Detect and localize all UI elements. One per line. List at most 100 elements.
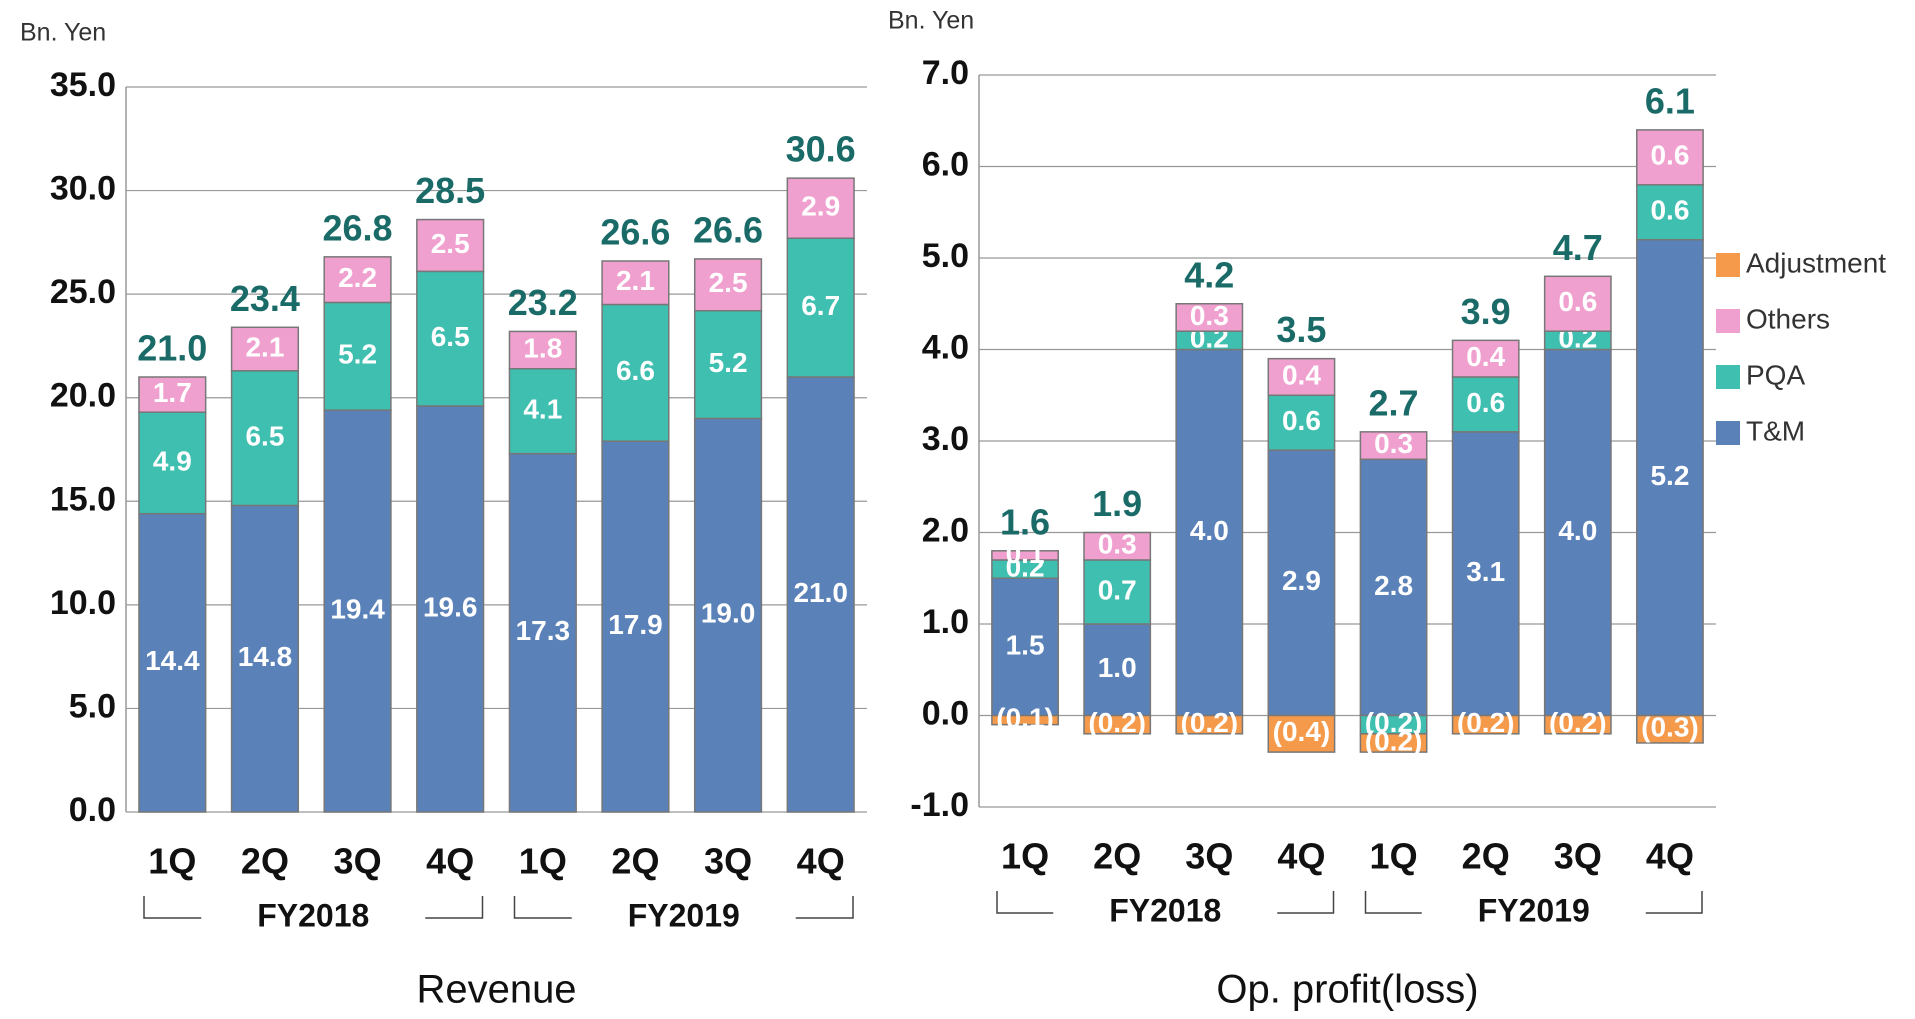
group-bracket	[143, 896, 484, 919]
y-tick-label: 6.0	[922, 145, 969, 183]
bar-segment	[1451, 376, 1520, 433]
y-tick-label: 2.0	[922, 511, 969, 549]
segment-label: (0.2)	[1088, 707, 1146, 738]
total-label: 28.5	[415, 170, 485, 211]
legend-label: T&M	[1746, 415, 1805, 446]
segment-label: 4.1	[523, 394, 562, 425]
segment-label: (0.2)	[1457, 707, 1515, 738]
segment-label: (0.2)	[1365, 707, 1423, 738]
x-tick-label: 2Q	[1093, 836, 1141, 877]
total-label: 3.5	[1276, 309, 1326, 350]
bar-segment	[1543, 348, 1612, 717]
segment-label: 19.4	[330, 593, 385, 624]
bar-segment	[230, 504, 300, 813]
bar-segment	[1636, 714, 1704, 744]
segment-label: (0.4)	[1273, 716, 1331, 747]
segment-label: 6.6	[616, 355, 655, 386]
segment-label: 2.1	[616, 265, 655, 296]
segment-label: 14.4	[145, 645, 200, 676]
bar-segment	[991, 550, 1059, 561]
bar-segment	[1267, 394, 1336, 451]
bar-segment	[508, 452, 577, 813]
x-tick-label: 3Q	[704, 841, 752, 882]
segment-label: 4.9	[153, 445, 192, 476]
segment-label: 17.3	[516, 615, 571, 646]
bar-segment	[1267, 714, 1336, 753]
bar-segment	[416, 218, 485, 273]
segment-label: 0.1	[1006, 538, 1045, 569]
total-label: 1.6	[1000, 501, 1050, 542]
segment-label: 0.6	[1558, 286, 1597, 317]
segment-label: 0.3	[1374, 428, 1413, 459]
total-label: 26.8	[323, 207, 393, 248]
segment-label: 2.2	[338, 262, 377, 293]
y-tick-label: 5.0	[69, 687, 116, 725]
y-tick-label: 3.0	[922, 420, 969, 458]
x-tick-label: 4Q	[1646, 836, 1694, 877]
legend-swatch	[1716, 309, 1740, 333]
y-tick-label: 35.0	[50, 66, 116, 104]
y-tick-label: 10.0	[50, 584, 116, 622]
y-tick-label: -1.0	[910, 786, 969, 824]
group-label: FY2019	[628, 897, 740, 933]
x-tick-label: 4Q	[1277, 836, 1325, 877]
x-tick-label: 2Q	[611, 841, 659, 882]
legend-label: Adjustment	[1746, 247, 1886, 278]
chart-title: Revenue	[416, 968, 576, 1012]
legend-label: PQA	[1746, 359, 1805, 390]
segment-label: 2.5	[709, 267, 748, 298]
bar-segment	[138, 512, 207, 813]
segment-label: 0.6	[1650, 140, 1689, 171]
bar-segment	[693, 258, 763, 312]
legend-swatch	[1716, 421, 1740, 445]
y-tick-label: 7.0	[922, 54, 969, 92]
segment-label: 0.6	[1282, 405, 1321, 436]
bar-segment	[1451, 714, 1520, 735]
total-label: 26.6	[600, 212, 670, 253]
segment-label: 4.0	[1558, 515, 1597, 546]
total-label: 2.7	[1369, 382, 1419, 423]
total-label: 26.6	[693, 209, 763, 250]
bar-segment	[1083, 714, 1152, 735]
segment-label: 14.8	[238, 641, 293, 672]
y-tick-label: 25.0	[50, 273, 116, 311]
total-label: 1.9	[1092, 483, 1142, 524]
y-axis-label: Bn. Yen	[888, 7, 974, 35]
y-tick-label: 0.0	[69, 791, 116, 829]
bar-segment	[138, 376, 207, 413]
bar-segment	[1359, 431, 1428, 461]
bar-segment	[693, 417, 763, 813]
segment-label: 0.4	[1282, 359, 1321, 390]
total-label: 30.6	[786, 129, 856, 170]
segment-label: 6.5	[431, 321, 470, 352]
x-tick-label: 2Q	[241, 841, 289, 882]
segment-label: 6.5	[245, 420, 284, 451]
segment-label: 5.2	[1650, 460, 1689, 491]
x-tick-label: 1Q	[1370, 836, 1418, 877]
segment-label: 0.3	[1190, 300, 1229, 331]
segment-label: 0.6	[1650, 195, 1689, 226]
segment-label: 17.9	[608, 609, 663, 640]
segment-label: 19.0	[701, 598, 756, 629]
bar-segment	[991, 714, 1059, 726]
bar-segment	[1543, 714, 1612, 735]
bar-segment	[1451, 339, 1520, 378]
bar-segment	[1267, 357, 1336, 396]
bar-segment	[601, 440, 670, 813]
y-tick-label: 5.0	[922, 237, 969, 275]
segment-label: 5.2	[338, 339, 377, 370]
y-tick-label: 1.0	[922, 603, 969, 641]
segment-label: (0.2)	[1181, 707, 1239, 738]
segment-label: 2.1	[245, 331, 284, 362]
total-label: 23.4	[230, 278, 300, 319]
segment-label: 3.1	[1466, 556, 1505, 587]
segment-label: 1.5	[1006, 629, 1045, 660]
segment-label: 21.0	[793, 577, 848, 608]
bar-segment	[416, 405, 485, 813]
y-tick-label: 0.0	[922, 694, 969, 732]
segment-label: (0.1)	[996, 702, 1054, 733]
x-tick-label: 3Q	[1185, 836, 1233, 877]
y-tick-label: 30.0	[50, 170, 116, 208]
group-label: FY2018	[257, 897, 369, 933]
